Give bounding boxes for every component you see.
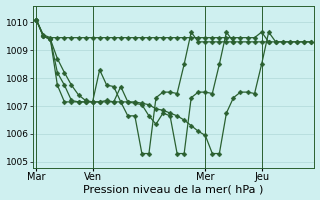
X-axis label: Pression niveau de la mer( hPa ): Pression niveau de la mer( hPa ) (84, 184, 264, 194)
